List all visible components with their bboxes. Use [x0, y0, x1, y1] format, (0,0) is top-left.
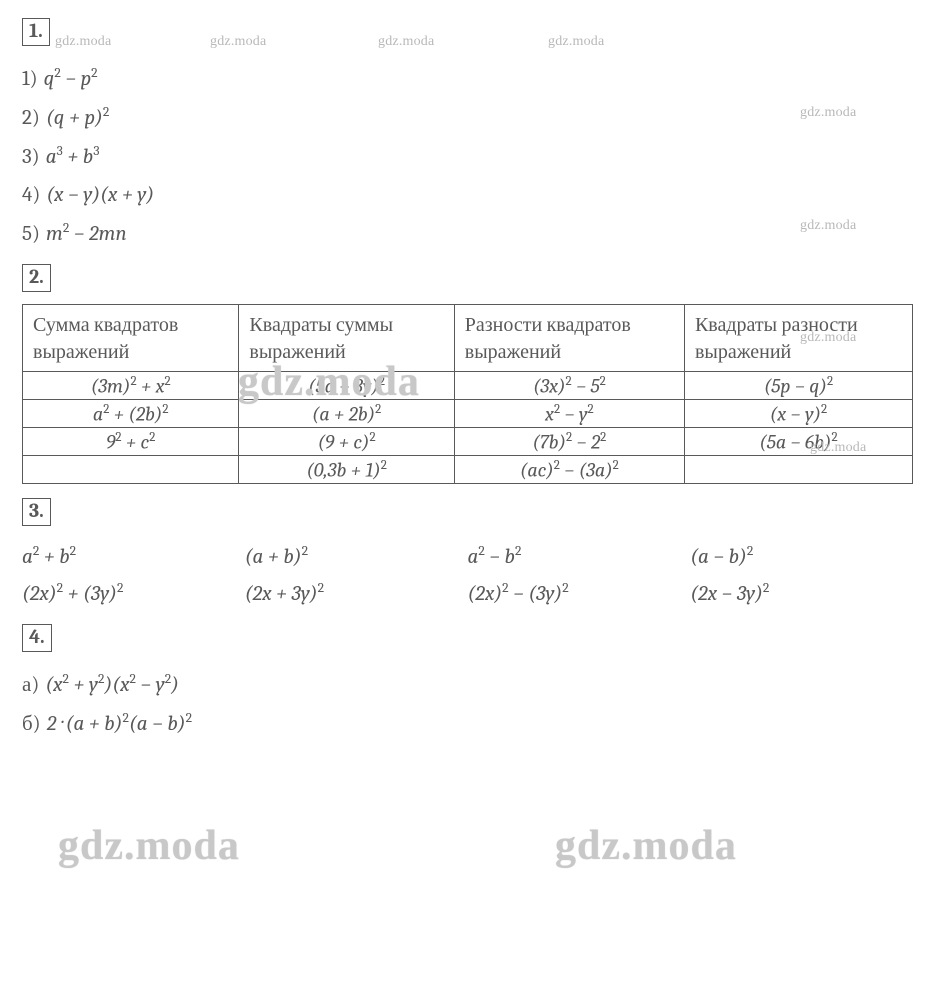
q3-cell: (2x + 3y)2	[245, 581, 468, 606]
question-number-3: 3.	[22, 498, 51, 526]
q1-item-math: (x − y)(x + y)	[46, 183, 154, 207]
q2-cell: (7b)2 − 22	[454, 428, 684, 456]
q3-cell: (2x − 3y)2	[690, 581, 913, 606]
watermark-small: gdz.moda	[55, 34, 111, 50]
q3-grid: a2 + b2(a + b)2a2 − b2(a − b)2 (2x)2 + (3…	[22, 544, 913, 606]
q3-row: (2x)2 + (3y)2(2x + 3y)2(2x)2 − (3y)2(2x …	[22, 581, 913, 606]
watermark-small: gdz.moda	[210, 34, 266, 50]
table-row: 92 + c2(9 + c)2(7b)2 − 22(5a − 6b)2	[23, 428, 913, 456]
q2-cell: (ac)2 − (3a)2	[454, 456, 684, 484]
q2-header: Сумма квадратов выражений	[23, 305, 239, 372]
q1-item: 2)(q + p)2	[22, 105, 913, 130]
q3-row: a2 + b2(a + b)2a2 − b2(a − b)2	[22, 544, 913, 569]
q2-cell	[23, 456, 239, 484]
table-row: (0,3b + 1)2(ac)2 − (3a)2	[23, 456, 913, 484]
question-number-2: 2.	[22, 264, 51, 292]
watermark-big: gdz.moda	[555, 822, 737, 870]
table-row: a2 + (2b)2(a + 2b)2x2 − y2(x − y)2	[23, 400, 913, 428]
q4-list: а)(x2 + y2)(x2 − y2)б)2 · (a + b)2(a − b…	[22, 672, 913, 736]
q2-header: Разности квадратов выражений	[454, 305, 684, 372]
q1-item-math: m2 − 2mn	[46, 222, 127, 246]
q4-item: а)(x2 + y2)(x2 − y2)	[22, 672, 913, 697]
q2-cell: (x − y)2	[684, 400, 912, 428]
watermark-small: gdz.moda	[548, 34, 604, 50]
q3-cell: a2 + b2	[22, 544, 245, 569]
q1-item-label: 3)	[22, 145, 40, 169]
q1-item: 5)m2 − 2mn	[22, 221, 913, 246]
q4-item-label: б)	[22, 712, 41, 736]
q4-item-math: (x2 + y2)(x2 − y2)	[45, 673, 179, 697]
q2-cell: x2 − y2	[454, 400, 684, 428]
q3-cell: (a − b)2	[690, 544, 913, 569]
q4-item: б)2 · (a + b)2(a − b)2	[22, 711, 913, 736]
q1-item-math: (q + p)2	[46, 106, 109, 130]
q1-list: 1)q2 − p22)(q + p)23)a3 + b34)(x − y)(x …	[22, 66, 913, 246]
q2-cell: a2 + (2b)2	[23, 400, 239, 428]
q1-item-label: 4)	[22, 183, 40, 207]
q1-item-label: 1)	[22, 67, 38, 91]
q1-item: 3)a3 + b3	[22, 144, 913, 169]
q4-item-label: а)	[22, 673, 39, 697]
q1-item-math: a3 + b3	[46, 145, 100, 169]
q1-item-label: 2)	[22, 106, 40, 130]
q2-cell: (9 + c)2	[239, 428, 454, 456]
table-row: (3m)2 + x2(5a + 3y)2(3x)2 − 52(5p − q)2	[23, 372, 913, 400]
q1-item-label: 5)	[22, 222, 40, 246]
q2-cell: (3m)2 + x2	[23, 372, 239, 400]
watermark-big: gdz.moda	[58, 822, 240, 870]
q2-cell: (a + 2b)2	[239, 400, 454, 428]
q3-cell: (2x)2 + (3y)2	[22, 581, 245, 606]
q1-item: 1)q2 − p2	[22, 66, 913, 91]
q2-cell: (5a − 6b)2	[684, 428, 912, 456]
q1-item-math: q2 − p2	[44, 67, 98, 91]
q2-cell: (3x)2 − 52	[454, 372, 684, 400]
q2-header: Квадраты разности выражений	[684, 305, 912, 372]
q2-header: Квадраты суммы выражений	[239, 305, 454, 372]
q3-cell: (2x)2 − (3y)2	[468, 581, 691, 606]
q2-cell: (5a + 3y)2	[239, 372, 454, 400]
q1-item: 4)(x − y)(x + y)	[22, 183, 913, 207]
q2-cell: (0,3b + 1)2	[239, 456, 454, 484]
question-number-4: 4.	[22, 624, 52, 652]
q2-cell: (5p − q)2	[684, 372, 912, 400]
q2-table: Сумма квадратов выраженийКвадраты суммы …	[22, 304, 913, 484]
q3-cell: a2 − b2	[468, 544, 691, 569]
q2-cell	[684, 456, 912, 484]
q4-item-math: 2 · (a + b)2(a − b)2	[47, 712, 192, 736]
watermark-small: gdz.moda	[378, 34, 434, 50]
q3-cell: (a + b)2	[245, 544, 468, 569]
q2-cell: 92 + c2	[23, 428, 239, 456]
question-number-1: 1.	[22, 18, 50, 46]
